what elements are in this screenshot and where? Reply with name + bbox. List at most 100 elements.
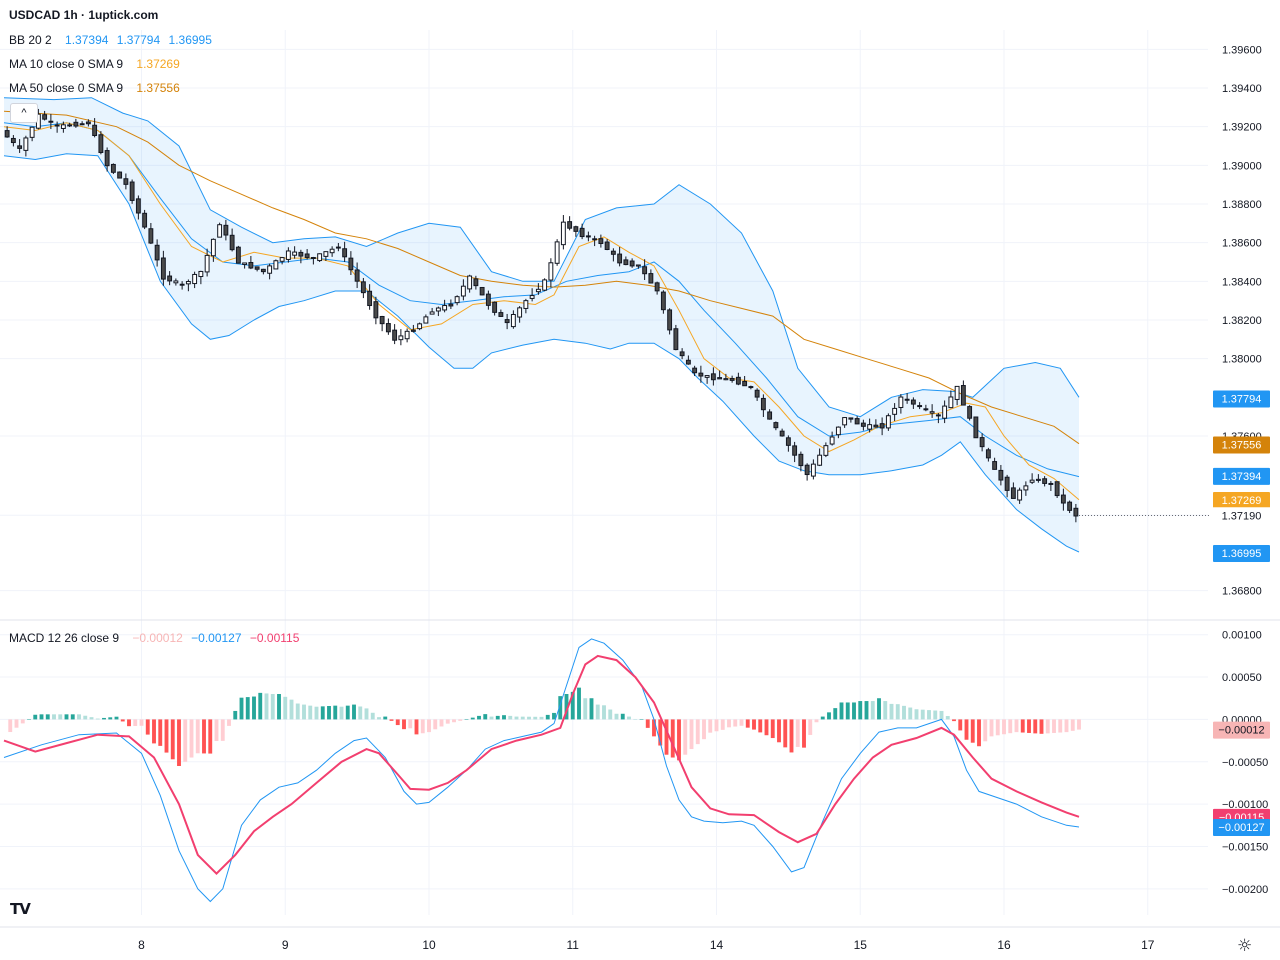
candle-body (592, 238, 598, 241)
macd-tick-label: −0.00150 (1222, 841, 1268, 853)
candle-body (779, 430, 785, 437)
macd-histogram-bar (958, 719, 963, 731)
price-label: 1.37556 (1222, 440, 1262, 452)
candle-body (498, 312, 504, 317)
macd-histogram-bar (983, 719, 988, 742)
candle-body (310, 256, 316, 259)
candle-body (110, 163, 116, 173)
candle-body (948, 396, 954, 409)
candle-body (654, 282, 660, 292)
candle-body (985, 449, 991, 459)
macd-histogram-bar (295, 703, 300, 720)
candle-body (835, 426, 841, 436)
macd-histogram-bar (158, 719, 163, 746)
candle-body (54, 124, 60, 127)
candle-body (254, 266, 260, 270)
macd-tick-label: 0.00050 (1222, 672, 1262, 684)
candle-body (135, 198, 141, 214)
candle-body (673, 328, 679, 351)
macd-histogram-bar (195, 719, 200, 754)
macd-histogram-bar (1014, 719, 1019, 733)
candle-body (398, 335, 404, 341)
candle-body (304, 253, 310, 258)
candle-body (510, 313, 516, 328)
candle-body (560, 221, 566, 246)
macd-histogram-bar (758, 719, 763, 733)
bb-band-area (4, 97, 1079, 552)
candle-body (692, 367, 698, 374)
candle-body (860, 422, 866, 427)
candle-body (942, 405, 948, 419)
ma50-legend-value: 1.37556 (136, 81, 180, 95)
macd-histogram-bar (1027, 719, 1031, 733)
candle-body (867, 424, 873, 430)
candle-body (435, 307, 441, 312)
candle-body (42, 114, 48, 120)
macd-histogram-bar (702, 719, 706, 740)
price-tick-label: 1.38800 (1222, 199, 1262, 211)
macd-tick-label: 0.00100 (1222, 630, 1262, 642)
time-tick-label: 14 (710, 938, 724, 952)
macd-histogram-bar (889, 703, 894, 720)
candle-body (573, 226, 579, 232)
macd-histogram-bar (920, 709, 925, 720)
macd-histogram-bar (570, 691, 575, 720)
gear-icon[interactable]: ☼ (1237, 936, 1253, 956)
candle-body (992, 461, 998, 470)
candle-body (1067, 501, 1073, 511)
candle-body (885, 415, 891, 429)
macd-line (3, 638, 1080, 903)
candle-body (67, 124, 73, 127)
macd-histogram-bar (820, 716, 825, 720)
macd-histogram-bar (383, 716, 388, 720)
candle-body (1035, 478, 1041, 481)
candle-body (492, 301, 498, 313)
macd-histogram-bar (14, 719, 19, 728)
bb-upper-line (3, 97, 1080, 418)
macd-histogram-bar (608, 709, 613, 720)
macd-histogram-bar (133, 719, 138, 726)
macd-histogram-bar (870, 701, 875, 720)
macd-histogram-bar (583, 698, 588, 720)
candle-body (367, 290, 373, 307)
macd-histogram-bar (827, 712, 831, 720)
candle-body (385, 323, 391, 333)
last-price-bg (1213, 507, 1270, 525)
macd-histogram-bar (620, 713, 625, 720)
candle-body (610, 250, 616, 255)
axes: 1.39600 1.39400 1.39200 1.39000 1.38800 1.386… (0, 44, 1280, 952)
macd-histogram-bar (458, 719, 463, 721)
bb-legend[interactable]: BB 20 2 1.37394 1.37794 1.36995 (9, 33, 217, 47)
time-tick-label: 10 (422, 938, 436, 952)
chevron-up-icon[interactable]: ^ (10, 103, 38, 123)
bollinger-band-fill (4, 97, 1079, 552)
candle-body (967, 406, 973, 419)
macd-histogram-bar (783, 719, 788, 748)
candle-body (85, 121, 91, 125)
price-tick-label: 1.38000 (1222, 354, 1262, 366)
candle-body (1054, 481, 1060, 497)
macd-histogram-bar (808, 719, 813, 735)
macd-histogram-bar (420, 719, 425, 734)
macd-histogram-bar (533, 716, 538, 720)
macd-legend-macd: −0.00127 (191, 631, 242, 645)
candle-body (629, 260, 635, 267)
macd-histogram-bar (714, 719, 719, 732)
tradingview-logo[interactable]: TV (10, 900, 31, 918)
macd-histogram-bar (914, 709, 919, 720)
macd-legend[interactable]: MACD 12 26 close 9 −0.00012 −0.00127 −0.… (9, 631, 304, 645)
candle-body (929, 411, 935, 414)
macd-histogram-bar (652, 719, 656, 737)
ma10-legend[interactable]: MA 10 close 0 SMA 9 1.37269 (9, 57, 185, 71)
price-tick-label: 1.39200 (1222, 122, 1262, 134)
macd-histogram-bar (483, 714, 488, 720)
candle-body (685, 359, 691, 365)
candle-body (4, 130, 10, 138)
macd-histogram-bar (739, 719, 744, 726)
macd-histogram-bar (33, 714, 38, 720)
price-tick-label: 1.36800 (1222, 586, 1262, 598)
macd-value-label-bg (1213, 818, 1270, 836)
ma50-legend[interactable]: MA 50 close 0 SMA 9 1.37556 (9, 81, 185, 95)
macd-histogram-bar (8, 719, 13, 733)
